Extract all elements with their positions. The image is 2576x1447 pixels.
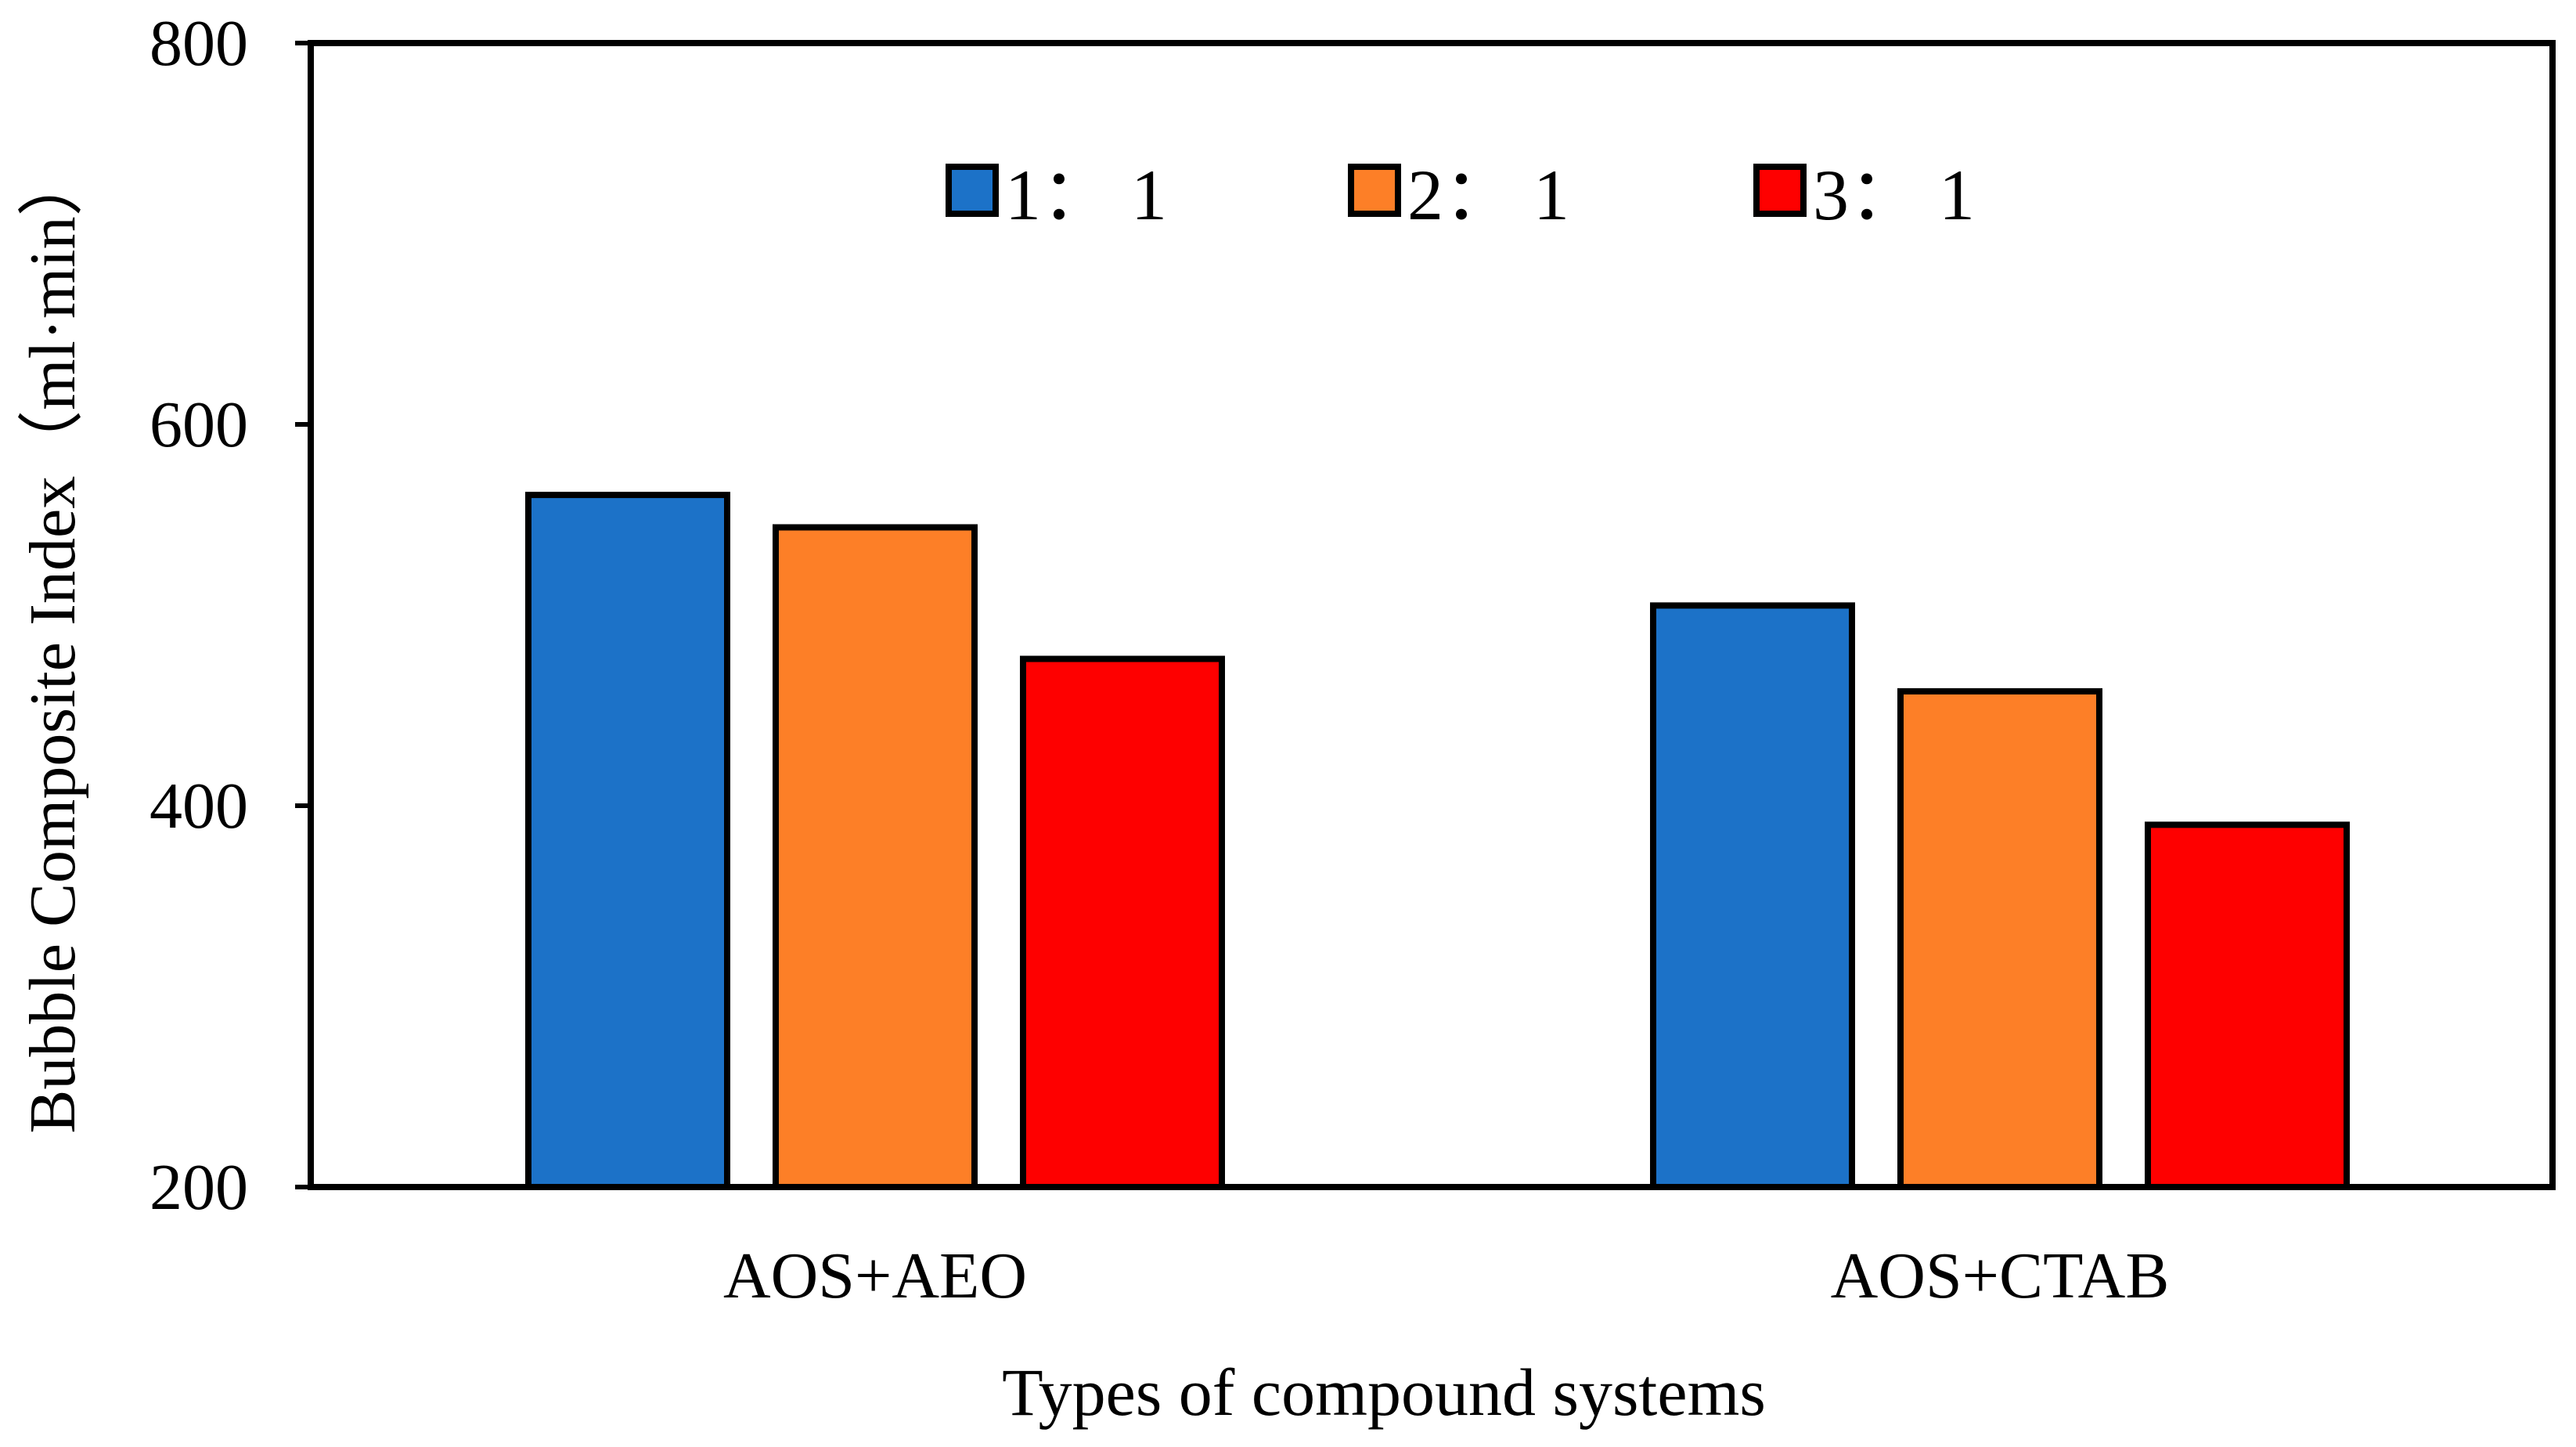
bar: [773, 524, 978, 1190]
bar: [1897, 687, 2102, 1190]
legend-label: 2： 1: [1407, 155, 1569, 235]
legend-swatch: [1348, 164, 1401, 217]
bar: [2145, 821, 2350, 1190]
plot-area-frame: [308, 40, 2556, 1190]
x-axis-title: Types of compound systems: [1002, 1355, 1766, 1430]
x-axis: AOS+AEO AOS+CTAB: [723, 1240, 2169, 1312]
legend-label: 1： 1: [1005, 155, 1167, 235]
legend-label: 3： 1: [1813, 155, 1975, 235]
y-axis: 200 400 600 800: [150, 7, 311, 1224]
y-tick-label: 600: [150, 388, 248, 461]
x-tick-label: AOS+CTAB: [1831, 1240, 2170, 1312]
y-tick-label: 800: [150, 7, 248, 80]
y-tick-label: 200: [150, 1151, 248, 1224]
bar: [1650, 602, 1855, 1190]
legend-swatch: [1753, 164, 1807, 217]
legend-swatch: [946, 164, 999, 217]
bar: [1020, 655, 1225, 1190]
legend: 1： 1 2： 1 3： 1: [946, 155, 1975, 235]
bar: [525, 492, 730, 1190]
y-axis-title: Bubble Composite Index（ml·min）: [16, 150, 89, 1133]
y-tick-label: 400: [150, 770, 248, 843]
bars-layer: [525, 492, 2350, 1190]
x-tick-label: AOS+AEO: [723, 1240, 1027, 1312]
